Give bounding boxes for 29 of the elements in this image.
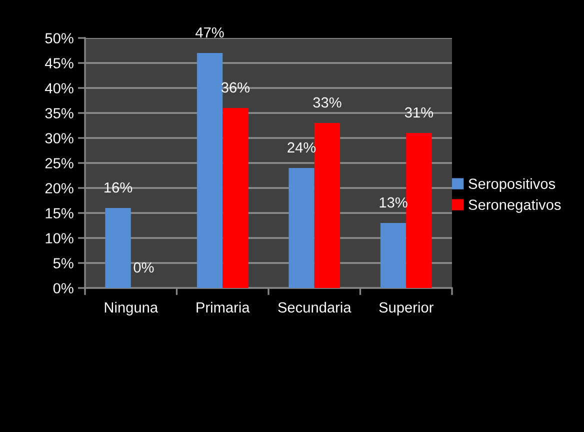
- bar: [406, 133, 432, 288]
- data-label: 47%: [196, 27, 224, 38]
- bar: [314, 123, 340, 288]
- bar: [222, 108, 248, 288]
- y-tick-label: 15%: [46, 208, 74, 218]
- data-label: 33%: [313, 97, 342, 108]
- legend-label: Seropositivos: [468, 178, 556, 192]
- bar: [380, 223, 406, 288]
- y-tick-label: 40%: [45, 83, 74, 94]
- x-tick-label: Superior: [379, 302, 434, 316]
- x-tick-label: Ninguna: [104, 302, 158, 316]
- y-tick-label: 10%: [46, 233, 74, 244]
- y-tick-label: 45%: [45, 58, 74, 68]
- legend-label: Seronegativos: [468, 199, 561, 213]
- bar: [196, 53, 223, 288]
- y-tick-label: 35%: [45, 108, 74, 118]
- y-tick-label: 50%: [45, 33, 74, 44]
- y-tick-label: 25%: [45, 158, 74, 168]
- data-label: 31%: [404, 107, 434, 118]
- bar: [105, 208, 131, 288]
- y-tick-label: 5%: [53, 258, 74, 268]
- y-tick-label: 0%: [53, 283, 74, 294]
- y-tick-label: 30%: [45, 133, 74, 144]
- data-label: 16%: [104, 182, 132, 193]
- data-label: 0%: [134, 262, 154, 273]
- x-tick-label: Secundaria: [278, 302, 352, 313]
- x-tick-label: Primaria: [196, 302, 250, 313]
- y-tick-label: 20%: [45, 183, 74, 194]
- bar: [288, 168, 314, 288]
